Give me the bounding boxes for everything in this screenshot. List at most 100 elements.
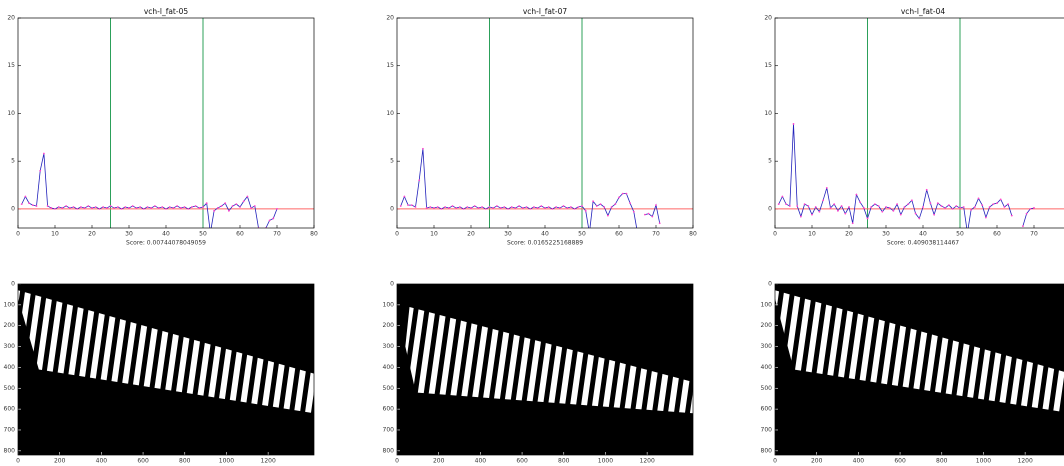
data-point (792, 123, 795, 125)
data-point (429, 206, 432, 208)
data-point (154, 205, 156, 207)
data-point (496, 205, 498, 207)
plot-area (775, 18, 1064, 228)
y-tick-label: 400 (4, 364, 16, 371)
y-tick-label: 5 (768, 158, 772, 165)
axes-frame (17, 283, 315, 456)
data-point (637, 232, 639, 234)
data-point (788, 205, 791, 207)
data-point (46, 205, 49, 207)
data-point (962, 206, 965, 208)
data-point (1033, 207, 1035, 209)
data-point (433, 207, 435, 209)
data-point (973, 206, 976, 208)
x-tick-label: 600 (137, 458, 149, 465)
y-tick-label: 700 (4, 426, 16, 433)
y-tick-label: 0 (768, 205, 772, 212)
data-point (20, 203, 23, 206)
data-point (87, 205, 90, 207)
y-tick-label: 200 (4, 322, 16, 329)
chart-title: vch-l_fat-07 (523, 7, 568, 16)
data-point (547, 206, 550, 208)
y-tick-label: 200 (383, 322, 395, 329)
data-point (35, 205, 38, 207)
x-tick-label: 60 (236, 231, 244, 238)
data-point (573, 208, 576, 210)
data-point (996, 202, 998, 205)
data-point (499, 207, 502, 209)
data-point (651, 215, 654, 218)
y-tick-label: 20 (386, 15, 394, 22)
data-point (109, 205, 112, 207)
x-tick-label: 10 (808, 231, 816, 238)
data-point (603, 206, 606, 208)
data-point (614, 203, 617, 206)
data-point (533, 206, 535, 208)
y-tick-label: 500 (383, 385, 395, 392)
data-point (161, 206, 164, 208)
data-point (1010, 214, 1013, 217)
data-point (529, 208, 532, 210)
data-point (250, 207, 253, 209)
data-point (551, 208, 554, 210)
data-point (54, 208, 56, 210)
data-point (948, 204, 950, 206)
data-point (172, 207, 175, 209)
data-point (165, 208, 167, 210)
data-point (911, 199, 913, 202)
x-tick-label: 60 (615, 231, 623, 238)
data-point (157, 207, 160, 209)
data-point (139, 206, 142, 208)
data-point (228, 209, 230, 212)
data-point (540, 205, 543, 207)
data-point (951, 208, 954, 210)
data-point (584, 209, 587, 212)
data-point (440, 208, 443, 210)
data-point (466, 206, 469, 208)
data-point (276, 208, 278, 210)
data-point (940, 205, 943, 207)
data-point (999, 198, 1002, 201)
data-point (57, 206, 60, 208)
data-point (658, 222, 661, 225)
y-tick-label: 100 (761, 301, 773, 308)
data-point (187, 208, 190, 210)
data-point (436, 206, 439, 208)
data-point (521, 207, 524, 209)
data-point (410, 204, 413, 206)
data-point (507, 208, 509, 210)
data-point (242, 200, 245, 203)
image-stripes (775, 290, 1064, 413)
data-point (625, 192, 628, 195)
axes-frame (774, 283, 1064, 456)
x-tick-label: 40 (919, 231, 927, 238)
data-point (246, 195, 249, 198)
data-point (473, 205, 476, 207)
y-tick-label: 500 (761, 385, 773, 392)
data-point (444, 206, 446, 208)
data-point (231, 205, 234, 207)
data-point (544, 207, 546, 209)
x-tick-label: 20 (467, 231, 475, 238)
data-point (558, 207, 561, 209)
panel: 0 200 400 600 800 1000 1200 0 100 200 300 400 500 600… (383, 281, 694, 465)
data-point (39, 169, 42, 172)
data-point (425, 207, 428, 209)
data-point (484, 208, 487, 210)
data-point (1025, 212, 1028, 215)
y-tick-label: 200 (761, 322, 773, 329)
data-point (959, 207, 961, 209)
x-tick-label: 50 (578, 231, 586, 238)
panel: 0 10 20 30 40 50 60 70 80 0 5 10 15 20 vch-l_fat-05 Sco… (7, 7, 318, 247)
data-point (874, 203, 876, 206)
data-point (885, 206, 887, 208)
plot-area (18, 18, 314, 228)
data-point (65, 205, 67, 207)
x-tick-label: 1000 (598, 458, 613, 465)
data-point (462, 208, 465, 210)
data-point (629, 202, 631, 205)
data-point (235, 203, 238, 206)
axes-frame (396, 283, 694, 456)
y-tick-label: 15 (7, 62, 15, 69)
